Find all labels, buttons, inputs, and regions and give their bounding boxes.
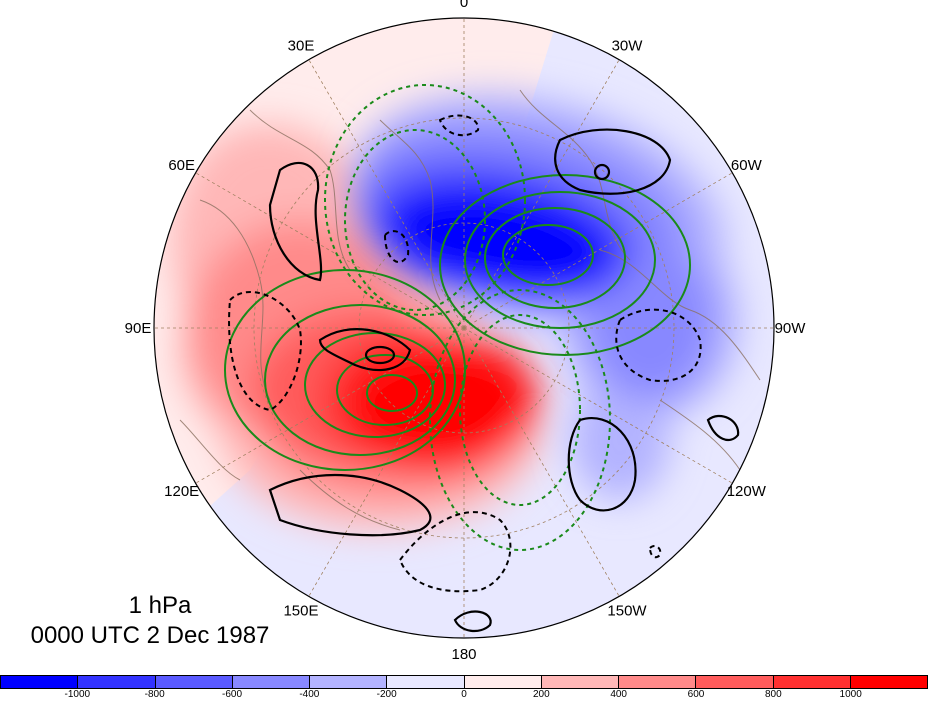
colorbar-tick-label: 600: [687, 689, 705, 700]
longitude-label: 30E: [288, 38, 315, 55]
green-dashed-contours: [324, 84, 611, 551]
colorbar-cell: [541, 676, 619, 688]
longitude-label: 90E: [125, 320, 152, 337]
longitude-label: 150W: [607, 602, 647, 619]
colorbar-tick-label: 800: [764, 689, 782, 700]
map-boundary: [153, 17, 775, 639]
colorbar-cell: [619, 676, 697, 688]
colorbar-tick-label: -400: [299, 689, 320, 700]
colorbar-tick-label: 200: [532, 689, 550, 700]
colorbar-labels: -1000 -800 -600 -400 -200 0 200 400 600 800 1000: [0, 689, 928, 702]
longitude-label: 120W: [727, 483, 767, 500]
colorbar-cell: [155, 676, 233, 688]
colorbar-tick-label: -1000: [64, 689, 91, 700]
colorbar-cell: [1, 676, 79, 688]
coastlines: [179, 89, 761, 531]
longitude-label: 180: [451, 646, 476, 663]
longitude-label: 90W: [775, 320, 807, 337]
longitude-label: 60E: [168, 157, 195, 174]
longitude-label: 60W: [731, 157, 763, 174]
colorbar-tick-label: 0: [461, 689, 467, 700]
shaded-field: [154, 18, 774, 638]
black-dashed-contours: [228, 114, 702, 593]
colorbar-cell: [696, 676, 774, 688]
colorbar-tick-label: -200: [376, 689, 397, 700]
colorbar-tick-label: 400: [610, 689, 627, 700]
longitude-label: 120E: [164, 483, 199, 500]
colorbar-cell: [310, 676, 388, 688]
pressure-level-label: 1 hPa: [128, 592, 192, 619]
colorbar-cell: [387, 676, 465, 688]
longitude-label: 30W: [612, 38, 644, 55]
colorbar-cell: [850, 676, 927, 688]
colorbar-tick-label: -600: [221, 689, 243, 700]
longitude-label: 0: [460, 0, 468, 11]
colorbar-tick-label: -800: [144, 689, 165, 700]
colorbar-cell: [78, 676, 156, 688]
black-solid-contours: [268, 128, 740, 633]
timestamp-label: 0000 UTC 2 Dec 1987: [30, 622, 270, 649]
colorbar-cell: [464, 676, 542, 688]
colorbar-tick-label: 1000: [839, 689, 862, 700]
colorbar-cell: [232, 676, 310, 688]
colorbar: [0, 675, 928, 689]
colorbar-cell: [773, 676, 851, 688]
longitude-label: 150E: [283, 602, 318, 619]
